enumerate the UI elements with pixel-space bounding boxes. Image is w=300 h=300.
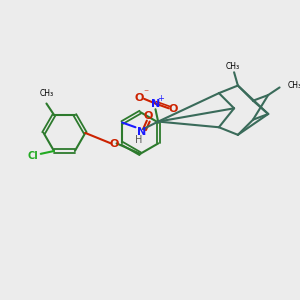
Text: CH₃: CH₃ [287,81,300,90]
Text: CH₃: CH₃ [226,62,240,71]
Text: O: O [143,111,152,121]
Text: O: O [109,139,118,149]
Text: ⁻: ⁻ [143,88,148,98]
Text: +: + [157,94,164,103]
Text: O: O [169,104,178,114]
Text: O: O [135,93,144,103]
Text: N: N [151,99,160,109]
Text: Cl: Cl [28,151,38,161]
Text: N: N [137,127,147,137]
Text: H: H [136,135,143,145]
Text: CH₃: CH₃ [39,89,53,98]
